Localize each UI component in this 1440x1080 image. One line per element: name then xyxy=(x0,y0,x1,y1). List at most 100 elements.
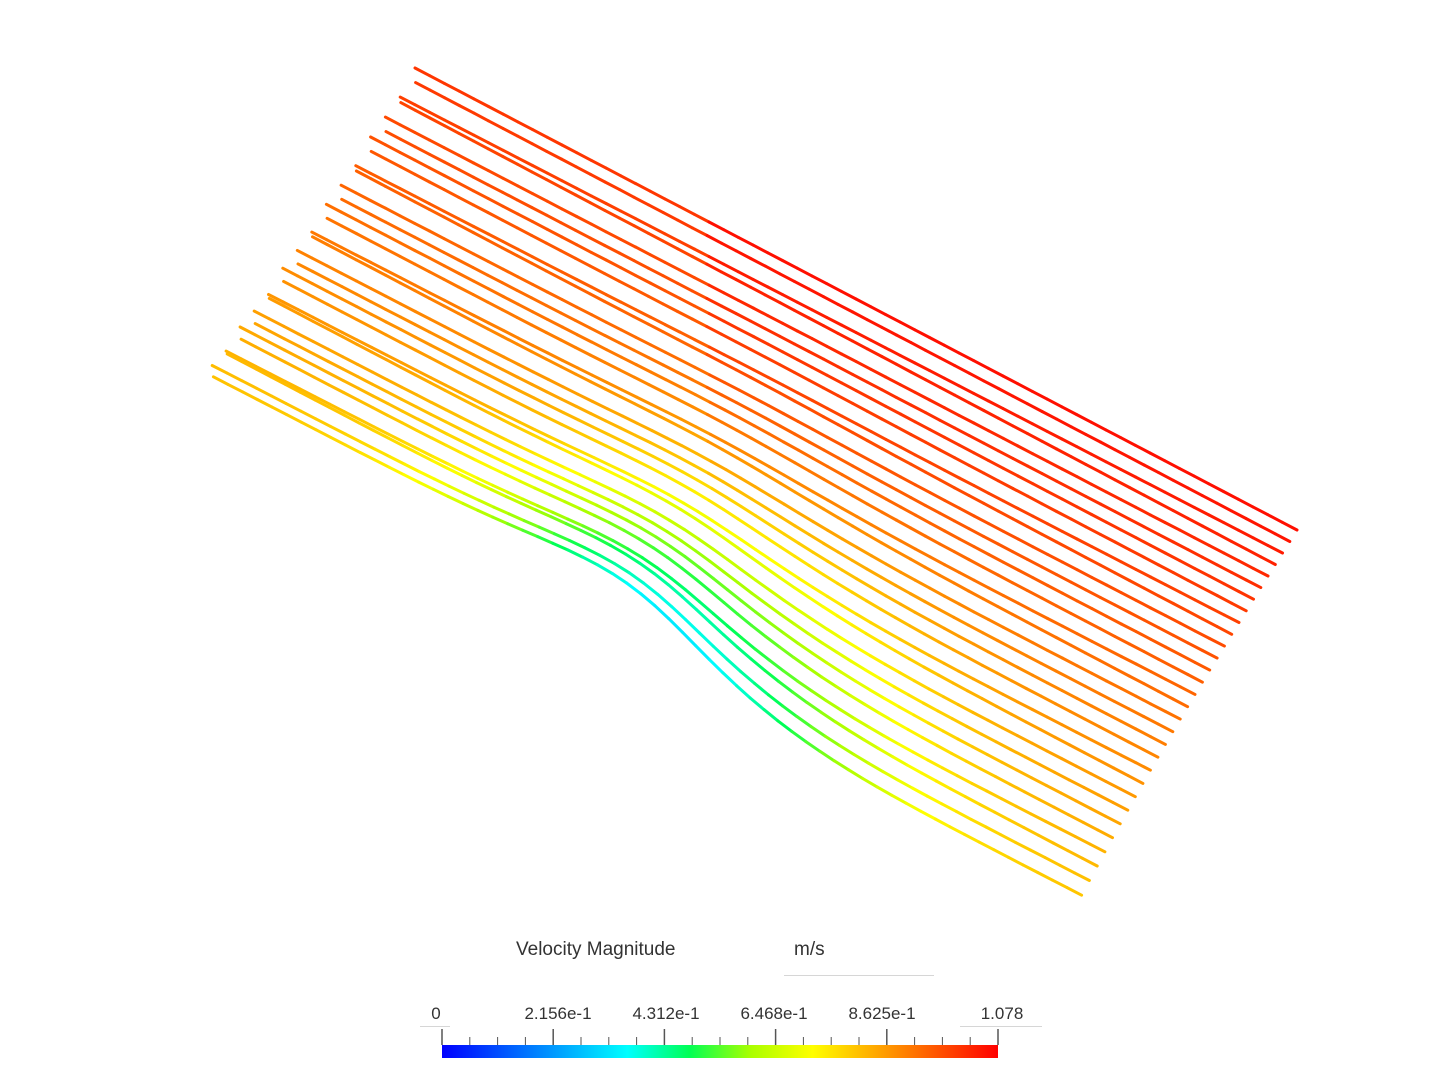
streamline-segment xyxy=(1025,557,1044,569)
streamline-segment xyxy=(653,604,671,621)
streamline-segment xyxy=(1059,791,1078,803)
streamline-segment xyxy=(1011,424,1029,436)
streamline-segment xyxy=(590,437,608,448)
streamline-segment xyxy=(943,435,961,447)
streamline-segment xyxy=(428,74,446,85)
streamline-segment xyxy=(519,468,538,479)
streamline-segment xyxy=(880,541,898,553)
streamline-segment xyxy=(326,327,344,339)
streamline-segment xyxy=(1031,514,1050,526)
streamline-segment xyxy=(1119,498,1138,509)
streamline-segment xyxy=(530,233,548,245)
streamline-segment xyxy=(515,226,534,237)
streamline-segment xyxy=(850,559,869,571)
streamline-segment xyxy=(431,455,450,466)
streamline-segment xyxy=(574,165,592,176)
streamline-segment xyxy=(822,295,840,306)
streamline-segment xyxy=(777,680,795,694)
streamline-segment xyxy=(782,473,800,485)
streamline-segment xyxy=(1074,799,1093,810)
streamline-segment xyxy=(996,479,1015,490)
streamline-segment xyxy=(720,393,738,405)
streamline-segment xyxy=(1149,670,1167,681)
streamline-segment xyxy=(736,270,755,281)
streamline-segment xyxy=(1083,717,1101,729)
streamline-segment xyxy=(679,539,698,553)
streamline-segment xyxy=(749,436,768,448)
streamline-segment xyxy=(953,426,971,438)
streamline-segment xyxy=(515,315,534,327)
streamline-segment xyxy=(443,325,461,336)
streamline-segment xyxy=(892,719,910,731)
streamline-segment xyxy=(398,165,417,176)
streamline-segment xyxy=(388,455,406,466)
streamline-segment xyxy=(767,404,785,415)
streamline-segment xyxy=(619,355,638,367)
streamline-segment xyxy=(1002,560,1020,572)
streamline-segment xyxy=(734,278,753,289)
streamline-segment xyxy=(1083,684,1102,696)
streamline-segment xyxy=(531,408,549,419)
streamline-segment xyxy=(619,209,637,221)
streamline-segment xyxy=(955,810,973,821)
streamline-segment xyxy=(957,443,976,455)
streamline-segment xyxy=(864,632,882,644)
streamline-segment xyxy=(1060,497,1079,509)
streamline-segment xyxy=(544,269,563,281)
streamline-segment xyxy=(314,417,332,428)
streamline-segment xyxy=(735,456,754,468)
streamline-segment xyxy=(1222,582,1241,593)
streamline-segment xyxy=(750,497,768,510)
streamline-segment xyxy=(1009,748,1027,759)
streamline-segment xyxy=(1192,505,1211,517)
streamline-segment xyxy=(875,785,894,797)
streamline-segment xyxy=(341,355,360,366)
streamline-segment xyxy=(942,376,961,388)
streamline-segment xyxy=(878,676,896,689)
streamline-segment xyxy=(530,206,548,217)
streamline-segment xyxy=(617,216,636,228)
streamline-segment xyxy=(972,451,991,463)
streamline-segment xyxy=(516,184,534,196)
streamline-segment xyxy=(559,338,577,349)
streamline-segment xyxy=(967,463,986,475)
streamline-segment xyxy=(707,498,725,511)
streamline-segment xyxy=(590,340,609,352)
streamline-segment xyxy=(666,556,684,570)
streamline-segment xyxy=(296,274,314,286)
streamline-segment xyxy=(1098,595,1117,607)
streamline-segment xyxy=(457,258,475,270)
streamline-segment xyxy=(723,440,742,452)
streamline-segment xyxy=(636,447,655,458)
streamline-segment xyxy=(942,661,961,673)
streamline-segment xyxy=(907,657,926,669)
streamline-segment xyxy=(648,315,667,327)
streamline-segment xyxy=(824,699,842,712)
streamline-segment xyxy=(619,237,637,249)
streamline-segment xyxy=(1084,462,1102,474)
streamline-viewport[interactable] xyxy=(0,0,1440,900)
streamline-segment xyxy=(734,312,753,323)
streamline-segment xyxy=(282,304,301,316)
streamline-segment xyxy=(530,383,549,394)
streamline-segment xyxy=(781,321,799,333)
streamline-segment xyxy=(797,541,815,554)
streamline-segment xyxy=(683,555,701,569)
streamline-segment xyxy=(489,430,508,441)
streamline-segment xyxy=(516,120,535,132)
streamline-segment xyxy=(339,245,358,257)
streamline-segment xyxy=(1215,625,1234,636)
streamline-segment xyxy=(707,283,726,295)
streamline-segment xyxy=(987,491,1005,503)
streamline-segment xyxy=(1031,422,1049,433)
streamline-segment xyxy=(1045,749,1063,760)
streamline-segment xyxy=(610,571,629,585)
streamline-segment xyxy=(750,556,768,570)
streamline-segment xyxy=(1089,772,1108,783)
streamline-segment xyxy=(722,228,740,239)
streamline-segment xyxy=(282,279,300,291)
streamline-segment xyxy=(501,335,519,346)
streamline-segment xyxy=(1001,407,1020,418)
streamline-segment xyxy=(546,351,565,362)
streamline-segment xyxy=(807,595,825,609)
